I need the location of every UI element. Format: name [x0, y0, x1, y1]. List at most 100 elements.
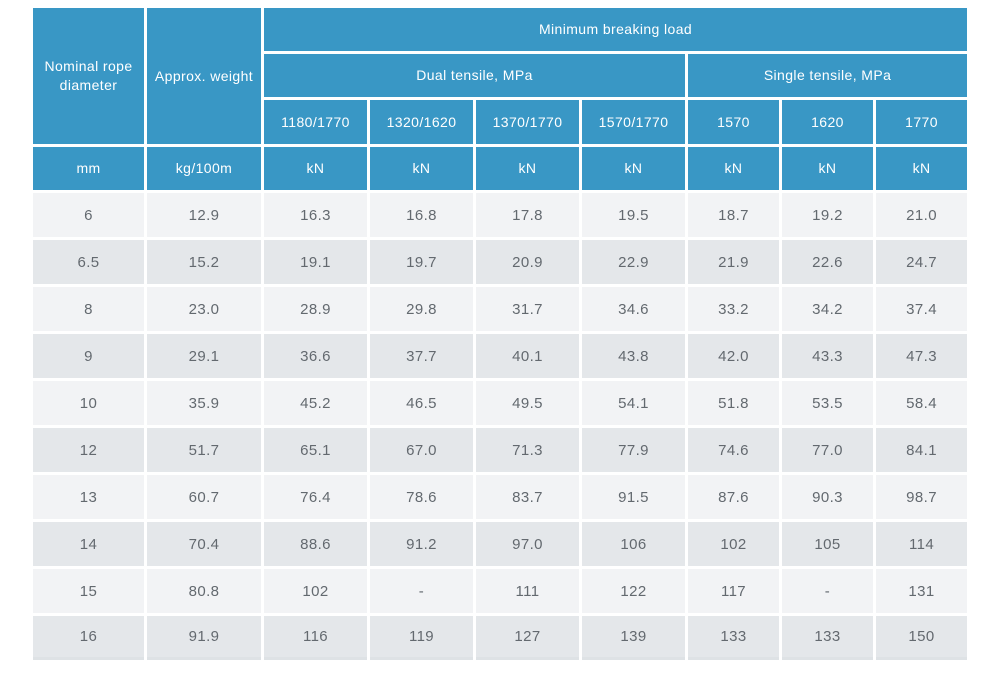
cell-load: 47.3 — [876, 334, 968, 378]
cell-load: 16.8 — [370, 193, 473, 237]
cell-load: 77.9 — [582, 428, 685, 472]
cell-load: 19.1 — [264, 240, 367, 284]
cell-diameter: 6.5 — [33, 240, 144, 284]
cell-load: 54.1 — [582, 381, 685, 425]
table-row: 14 70.4 88.6 91.2 97.0 106 102 105 114 — [33, 522, 968, 566]
header-grade: 1180/1770 — [264, 100, 367, 144]
cell-load: 36.6 — [264, 334, 367, 378]
cell-load: 102 — [688, 522, 779, 566]
cell-load: 46.5 — [370, 381, 473, 425]
cell-diameter: 6 — [33, 193, 144, 237]
cell-load: 33.2 — [688, 287, 779, 331]
cell-load: 98.7 — [876, 475, 968, 519]
cell-load: 51.8 — [688, 381, 779, 425]
cell-weight: 23.0 — [147, 287, 261, 331]
table-row: 8 23.0 28.9 29.8 31.7 34.6 33.2 34.2 37.… — [33, 287, 968, 331]
cell-diameter: 12 — [33, 428, 144, 472]
cell-load: 87.6 — [688, 475, 779, 519]
cell-load: 45.2 — [264, 381, 367, 425]
cell-load: 97.0 — [476, 522, 579, 566]
unit-cell: kN — [688, 147, 779, 190]
cell-diameter: 15 — [33, 569, 144, 613]
cell-load: 37.7 — [370, 334, 473, 378]
cell-load: 133 — [782, 616, 873, 660]
cell-load: 34.6 — [582, 287, 685, 331]
cell-load: 91.2 — [370, 522, 473, 566]
header-row-units: mm kg/100m kN kN kN kN kN kN kN — [33, 147, 968, 190]
header-grade: 1770 — [876, 100, 968, 144]
cell-diameter: 8 — [33, 287, 144, 331]
cell-weight: 80.8 — [147, 569, 261, 613]
cell-load: 91.5 — [582, 475, 685, 519]
cell-load: 127 — [476, 616, 579, 660]
cell-load: 71.3 — [476, 428, 579, 472]
cell-load: 150 — [876, 616, 968, 660]
cell-load: 117 — [688, 569, 779, 613]
cell-diameter: 10 — [33, 381, 144, 425]
cell-load: 19.5 — [582, 193, 685, 237]
cell-load: 65.1 — [264, 428, 367, 472]
header-approx-weight: Approx. weight — [147, 8, 261, 144]
header-grade: 1620 — [782, 100, 873, 144]
header-dual-tensile: Dual tensile, MPa — [264, 54, 685, 97]
header-grade: 1570 — [688, 100, 779, 144]
table-row: 12 51.7 65.1 67.0 71.3 77.9 74.6 77.0 84… — [33, 428, 968, 472]
cell-weight: 29.1 — [147, 334, 261, 378]
table-row: 16 91.9 116 119 127 139 133 133 150 — [33, 616, 968, 660]
cell-load: 34.2 — [782, 287, 873, 331]
unit-cell: kg/100m — [147, 147, 261, 190]
cell-load: 139 — [582, 616, 685, 660]
header-minimum-breaking-load: Minimum breaking load — [264, 8, 968, 51]
cell-load: 37.4 — [876, 287, 968, 331]
cell-load: 76.4 — [264, 475, 367, 519]
header-grade: 1320/1620 — [370, 100, 473, 144]
cell-load: 116 — [264, 616, 367, 660]
header-grade: 1570/1770 — [582, 100, 685, 144]
table-row: 13 60.7 76.4 78.6 83.7 91.5 87.6 90.3 98… — [33, 475, 968, 519]
cell-load: 42.0 — [688, 334, 779, 378]
cell-weight: 15.2 — [147, 240, 261, 284]
cell-load: 84.1 — [876, 428, 968, 472]
unit-cell: kN — [476, 147, 579, 190]
table-row: 6 12.9 16.3 16.8 17.8 19.5 18.7 19.2 21.… — [33, 193, 968, 237]
cell-load: 83.7 — [476, 475, 579, 519]
cell-load: 122 — [582, 569, 685, 613]
cell-load: 111 — [476, 569, 579, 613]
table-row: 6.5 15.2 19.1 19.7 20.9 22.9 21.9 22.6 2… — [33, 240, 968, 284]
header-nominal-rope-diameter: Nominal rope diameter — [33, 8, 144, 144]
cell-diameter: 13 — [33, 475, 144, 519]
breaking-load-table: Nominal rope diameter Approx. weight Min… — [30, 5, 970, 663]
cell-load: 131 — [876, 569, 968, 613]
cell-load: 53.5 — [782, 381, 873, 425]
cell-load: 106 — [582, 522, 685, 566]
cell-load: 16.3 — [264, 193, 367, 237]
cell-load: 74.6 — [688, 428, 779, 472]
header-row-tensile-groups: Dual tensile, MPa Single tensile, MPa — [33, 54, 968, 97]
cell-load: 40.1 — [476, 334, 579, 378]
cell-load: - — [782, 569, 873, 613]
cell-load: 18.7 — [688, 193, 779, 237]
cell-load: 29.8 — [370, 287, 473, 331]
table-row: 9 29.1 36.6 37.7 40.1 43.8 42.0 43.3 47.… — [33, 334, 968, 378]
cell-load: 58.4 — [876, 381, 968, 425]
unit-cell: kN — [582, 147, 685, 190]
cell-load: 21.0 — [876, 193, 968, 237]
cell-load: 21.9 — [688, 240, 779, 284]
cell-load: 20.9 — [476, 240, 579, 284]
cell-weight: 51.7 — [147, 428, 261, 472]
table-row: 10 35.9 45.2 46.5 49.5 54.1 51.8 53.5 58… — [33, 381, 968, 425]
cell-load: 77.0 — [782, 428, 873, 472]
unit-cell: kN — [264, 147, 367, 190]
cell-load: 17.8 — [476, 193, 579, 237]
cell-load: 19.7 — [370, 240, 473, 284]
cell-load: 90.3 — [782, 475, 873, 519]
cell-load: 43.8 — [582, 334, 685, 378]
unit-cell: kN — [370, 147, 473, 190]
cell-load: 31.7 — [476, 287, 579, 331]
cell-load: 28.9 — [264, 287, 367, 331]
unit-cell: kN — [876, 147, 968, 190]
cell-load: 88.6 — [264, 522, 367, 566]
cell-load: 133 — [688, 616, 779, 660]
cell-load: 67.0 — [370, 428, 473, 472]
